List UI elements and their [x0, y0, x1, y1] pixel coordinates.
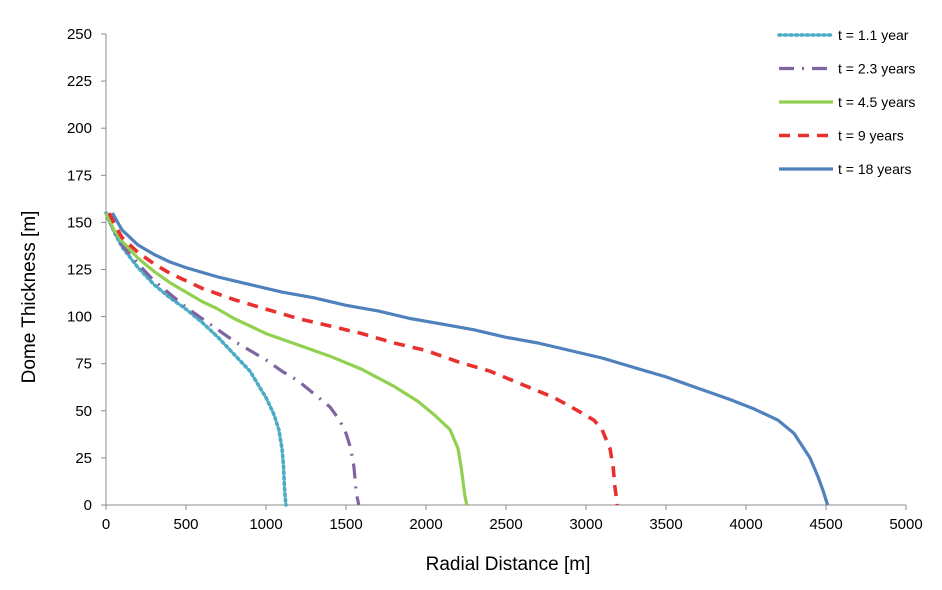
x-tick-label: 3000 — [569, 516, 602, 533]
y-tick-label: 0 — [84, 497, 92, 514]
x-tick-label: 500 — [173, 516, 198, 533]
legend-label-5: t = 18 years — [838, 161, 912, 177]
y-tick-label: 50 — [75, 403, 92, 420]
x-tick-label: 4500 — [809, 516, 842, 533]
series-line-5 — [111, 212, 830, 506]
x-tick-label: 1000 — [249, 516, 282, 533]
axes — [105, 34, 906, 506]
x-tick-label: 1500 — [329, 516, 362, 533]
y-tick-label: 250 — [67, 26, 92, 43]
y-tick-label: 25 — [75, 450, 92, 467]
x-tick-label: 2500 — [489, 516, 522, 533]
y-tick-label: 125 — [67, 262, 92, 279]
legend-label-1: t = 1.1 year — [838, 27, 909, 43]
y-tick-label: 200 — [67, 120, 92, 137]
series-line-1 — [104, 211, 288, 507]
y-tick-label: 75 — [75, 356, 92, 373]
series-line-2 — [104, 212, 361, 506]
legend-label-2: t = 2.3 years — [838, 61, 915, 77]
tick-marks — [101, 33, 907, 510]
y-tick-label: 225 — [67, 73, 92, 90]
x-tick-label: 5000 — [889, 516, 922, 533]
x-tick-label: 0 — [102, 516, 110, 533]
y-axis-title: Dome Thickness [m] — [19, 211, 40, 384]
series-line-3 — [104, 212, 469, 506]
y-tick-label: 150 — [67, 214, 92, 231]
x-tick-label: 3500 — [649, 516, 682, 533]
series-lines — [104, 211, 830, 507]
legend-label-4: t = 9 years — [838, 128, 904, 144]
x-axis-title: Radial Distance [m] — [426, 554, 591, 575]
y-tick-label: 100 — [67, 309, 92, 326]
series-line-4 — [107, 212, 619, 506]
legend-label-3: t = 4.5 years — [838, 94, 915, 110]
x-tick-label: 4000 — [729, 516, 762, 533]
x-tick-label: 2000 — [409, 516, 442, 533]
tick-labels: 0 500 1000 1500 2000 2500 3000 3500 4000 4500 5000… — [67, 26, 923, 533]
legend: t = 1.1 year t = 2.3 years t = 4.5 years t … — [777, 27, 915, 177]
y-tick-label: 175 — [67, 167, 92, 184]
